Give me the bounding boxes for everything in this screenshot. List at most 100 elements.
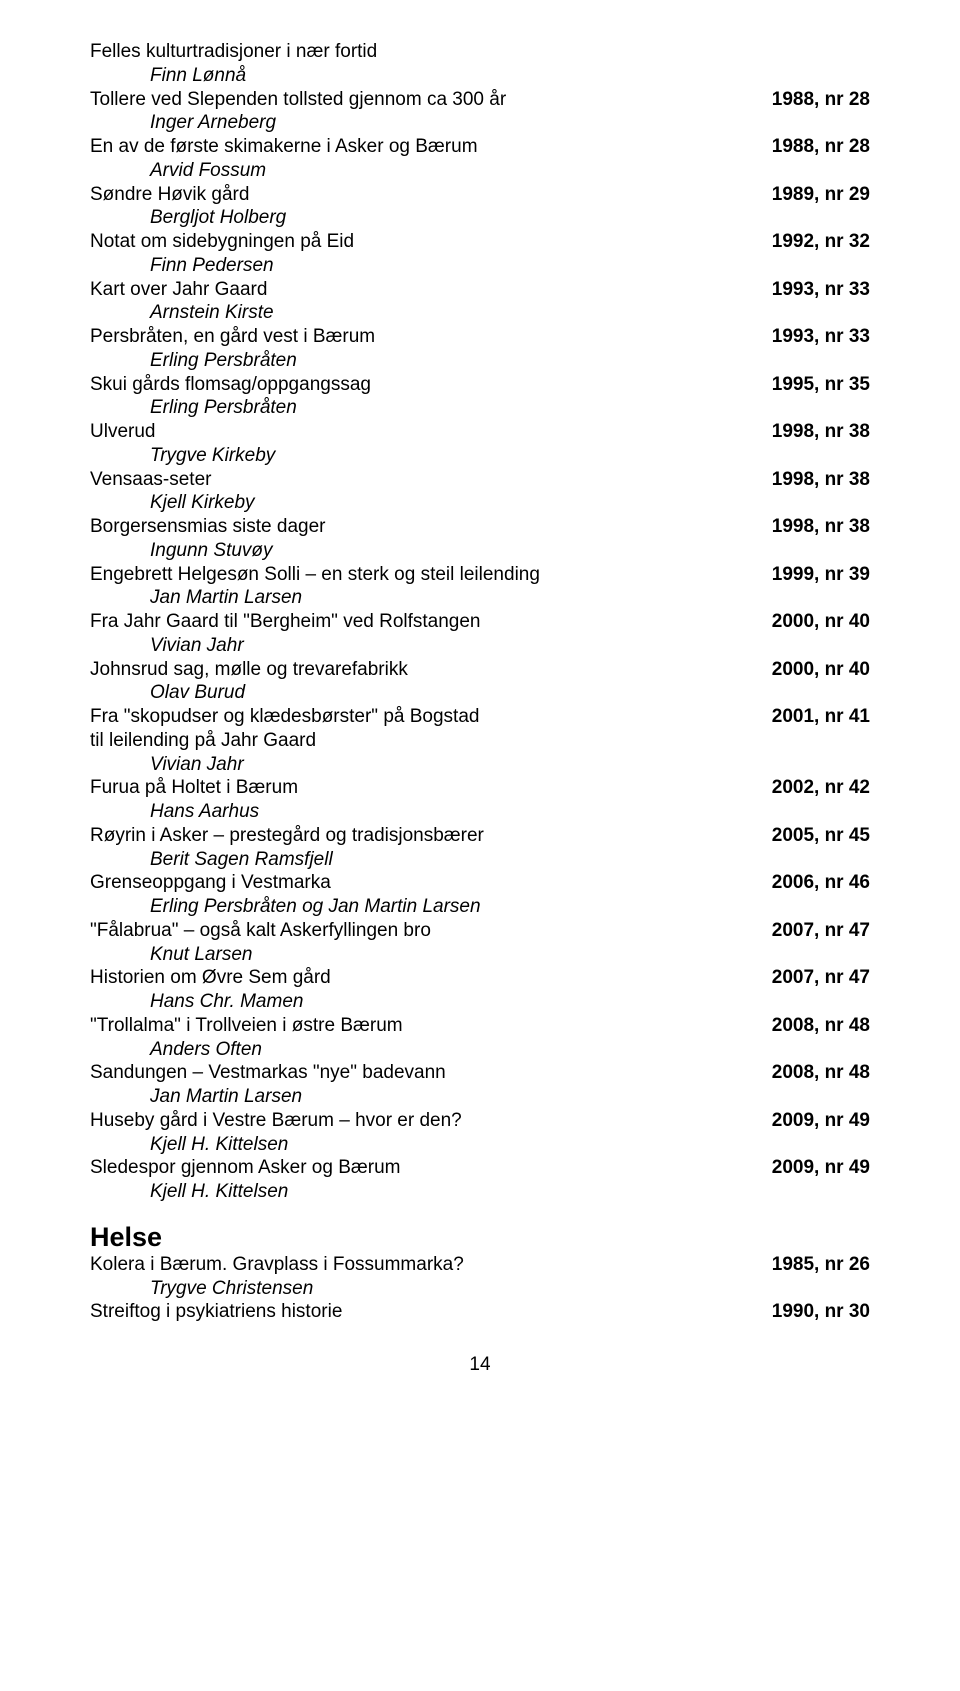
entry-author: Jan Martin Larsen	[90, 586, 870, 610]
entry-author: Knut Larsen	[90, 943, 870, 967]
entry-author: Erling Persbråten	[90, 349, 870, 373]
entry-ref: 1998, nr 38	[772, 420, 870, 444]
entry-title: Persbråten, en gård vest i Bærum	[90, 325, 772, 349]
entry-title: Johnsrud sag, mølle og trevarefabrikk	[90, 658, 772, 682]
entry-title: Notat om sidebygningen på Eid	[90, 230, 772, 254]
entry-ref: 1990, nr 30	[772, 1300, 870, 1324]
entry-row: Furua på Holtet i Bærum2002, nr 42	[90, 776, 870, 800]
entry-title: Fra Jahr Gaard til "Bergheim" ved Rolfst…	[90, 610, 772, 634]
entry-ref: 2008, nr 48	[772, 1061, 870, 1085]
entry-title: Engebrett Helgesøn Solli – en sterk og s…	[90, 563, 772, 587]
entry-row: Borgersensmias siste dager1998, nr 38	[90, 515, 870, 539]
entry-ref: 2000, nr 40	[772, 658, 870, 682]
entry-row: Johnsrud sag, mølle og trevarefabrikk200…	[90, 658, 870, 682]
entry-row: Sandungen – Vestmarkas "nye" badevann200…	[90, 1061, 870, 1085]
entry-title: Tollere ved Slependen tollsted gjennom c…	[90, 88, 772, 112]
entry-row: "Fålabrua" – også kalt Askerfyllingen br…	[90, 919, 870, 943]
entry-ref: 2007, nr 47	[772, 966, 870, 990]
entry-ref: 2009, nr 49	[772, 1109, 870, 1133]
entry-row: Røyrin i Asker – prestegård og tradisjon…	[90, 824, 870, 848]
entry-title: Vensaas-seter	[90, 468, 772, 492]
entry-author: Ingunn Stuvøy	[90, 539, 870, 563]
entry-row: Ulverud1998, nr 38	[90, 420, 870, 444]
entry-title: Ulverud	[90, 420, 772, 444]
entry-ref: 1995, nr 35	[772, 373, 870, 397]
entry-row: En av de første skimakerne i Asker og Bæ…	[90, 135, 870, 159]
entry-row: Streiftog i psykiatriens historie1990, n…	[90, 1300, 870, 1324]
entry-ref: 1993, nr 33	[772, 325, 870, 349]
entry-author: Hans Chr. Mamen	[90, 990, 870, 1014]
entry-ref: 1988, nr 28	[772, 135, 870, 159]
entry-author: Bergljot Holberg	[90, 206, 870, 230]
entry-author: Kjell H. Kittelsen	[90, 1180, 870, 1204]
entry-ref: 2000, nr 40	[772, 610, 870, 634]
entry-row: Tollere ved Slependen tollsted gjennom c…	[90, 88, 870, 112]
section-heading: Helse	[90, 1222, 870, 1253]
entry-title: Kolera i Bærum. Gravplass i Fossummarka?	[90, 1253, 772, 1277]
entry-row: Huseby gård i Vestre Bærum – hvor er den…	[90, 1109, 870, 1133]
entry-row: Felles kulturtradisjoner i nær fortid	[90, 40, 870, 64]
entry-ref: 1999, nr 39	[772, 563, 870, 587]
entry-row: Søndre Høvik gård1989, nr 29	[90, 183, 870, 207]
entry-row: Fra Jahr Gaard til "Bergheim" ved Rolfst…	[90, 610, 870, 634]
entry-title: Sandungen – Vestmarkas "nye" badevann	[90, 1061, 772, 1085]
entry-title: Huseby gård i Vestre Bærum – hvor er den…	[90, 1109, 772, 1133]
entry-ref: 1985, nr 26	[772, 1253, 870, 1277]
entry-author: Kjell H. Kittelsen	[90, 1133, 870, 1157]
entry-row: Sledespor gjennom Asker og Bærum2009, nr…	[90, 1156, 870, 1180]
entry-ref: 1989, nr 29	[772, 183, 870, 207]
entry-ref: 1998, nr 38	[772, 515, 870, 539]
entry-continuation: til leilending på Jahr Gaard	[90, 729, 870, 753]
entry-ref: 2001, nr 41	[772, 705, 870, 729]
entry-author: Arnstein Kirste	[90, 301, 870, 325]
entry-title: Grenseoppgang i Vestmarka	[90, 871, 772, 895]
entry-title: Kart over Jahr Gaard	[90, 278, 772, 302]
entry-title: En av de første skimakerne i Asker og Bæ…	[90, 135, 772, 159]
entry-ref: 2009, nr 49	[772, 1156, 870, 1180]
entry-row: Engebrett Helgesøn Solli – en sterk og s…	[90, 563, 870, 587]
entry-author: Olav Burud	[90, 681, 870, 705]
page-number: 14	[90, 1354, 870, 1376]
entry-ref: 2007, nr 47	[772, 919, 870, 943]
entry-author: Inger Arneberg	[90, 111, 870, 135]
entry-row: Notat om sidebygningen på Eid1992, nr 32	[90, 230, 870, 254]
entry-title: Røyrin i Asker – prestegård og tradisjon…	[90, 824, 772, 848]
section2-entries-list: Kolera i Bærum. Gravplass i Fossummarka?…	[90, 1253, 870, 1324]
entry-ref: 1992, nr 32	[772, 230, 870, 254]
entry-author: Anders Often	[90, 1038, 870, 1062]
entry-row: Historien om Øvre Sem gård2007, nr 47	[90, 966, 870, 990]
entry-ref: 1998, nr 38	[772, 468, 870, 492]
entry-author: Vivian Jahr	[90, 634, 870, 658]
entry-title: "Fålabrua" – også kalt Askerfyllingen br…	[90, 919, 772, 943]
entry-row: Kolera i Bærum. Gravplass i Fossummarka?…	[90, 1253, 870, 1277]
entry-row: Grenseoppgang i Vestmarka2006, nr 46	[90, 871, 870, 895]
entry-author: Arvid Fossum	[90, 159, 870, 183]
entry-row: Skui gårds flomsag/oppgangssag1995, nr 3…	[90, 373, 870, 397]
entry-title: Historien om Øvre Sem gård	[90, 966, 772, 990]
entry-ref: 2006, nr 46	[772, 871, 870, 895]
entries-list: Felles kulturtradisjoner i nær fortid Fin…	[90, 40, 870, 1204]
entry-author: Berit Sagen Ramsfjell	[90, 848, 870, 872]
entry-row: Kart over Jahr Gaard1993, nr 33	[90, 278, 870, 302]
entry-author: Erling Persbråten og Jan Martin Larsen	[90, 895, 870, 919]
entry-author: Kjell Kirkeby	[90, 491, 870, 515]
entry-title: Felles kulturtradisjoner i nær fortid	[90, 40, 870, 64]
entry-row: Persbråten, en gård vest i Bærum1993, nr…	[90, 325, 870, 349]
entry-title: Furua på Holtet i Bærum	[90, 776, 772, 800]
entry-author: Trygve Kirkeby	[90, 444, 870, 468]
entry-row: Vensaas-seter1998, nr 38	[90, 468, 870, 492]
entry-title: Sledespor gjennom Asker og Bærum	[90, 1156, 772, 1180]
entry-title: Søndre Høvik gård	[90, 183, 772, 207]
entry-ref: 1988, nr 28	[772, 88, 870, 112]
entry-author: Finn Pedersen	[90, 254, 870, 278]
document-page: Felles kulturtradisjoner i nær fortid Fin…	[0, 0, 960, 1416]
entry-author: Trygve Christensen	[90, 1277, 870, 1301]
entry-author: Jan Martin Larsen	[90, 1085, 870, 1109]
entry-title: Streiftog i psykiatriens historie	[90, 1300, 772, 1324]
entry-ref: 2005, nr 45	[772, 824, 870, 848]
entry-ref: 2008, nr 48	[772, 1014, 870, 1038]
entry-title: Fra "skopudser og klædesbørster" på Bogs…	[90, 705, 772, 729]
entry-title: Borgersensmias siste dager	[90, 515, 772, 539]
entry-title: "Trollalma" i Trollveien i østre Bærum	[90, 1014, 772, 1038]
entry-author: Erling Persbråten	[90, 396, 870, 420]
